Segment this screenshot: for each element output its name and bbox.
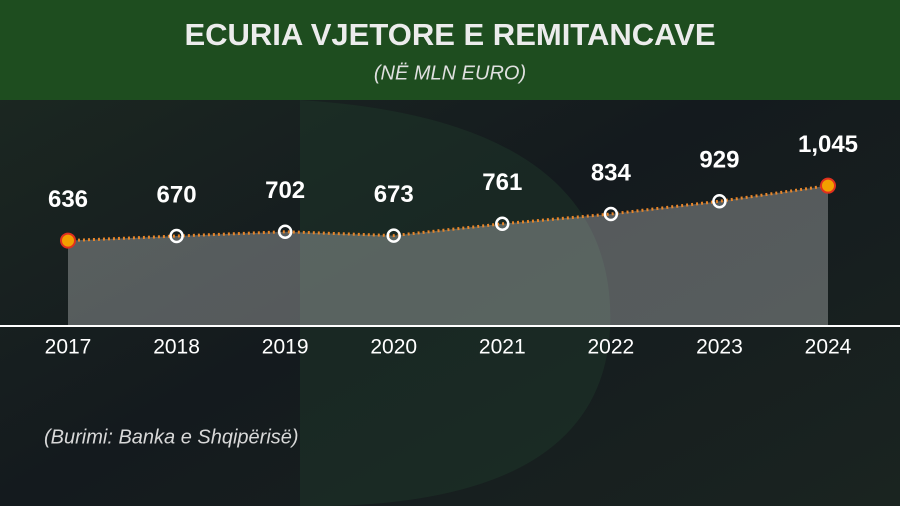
point [386, 228, 401, 243]
point [277, 224, 293, 239]
backdrop-shape [300, 100, 611, 506]
x-tick-label: 2023 [696, 336, 743, 359]
chart-title: ECURIA VJETORE E REMITANCAVE [184, 17, 715, 52]
value-label: 834 [591, 159, 632, 186]
value-label: 702 [265, 177, 305, 204]
x-tick-label: 2024 [805, 336, 852, 359]
point [495, 216, 510, 232]
x-tick-label: 2021 [479, 336, 526, 359]
title-band [0, 0, 900, 100]
point [603, 206, 619, 222]
chart-subtitle: (NË MLN EURO) [374, 62, 526, 84]
value-label: 636 [48, 186, 88, 213]
point [60, 232, 76, 249]
point [169, 228, 184, 244]
area [68, 185, 828, 326]
point [820, 177, 836, 194]
line [67, 184, 829, 243]
value-label: 673 [374, 181, 414, 208]
value-label: 761 [482, 169, 522, 196]
source-note: (Burimi: Banka e Shqipërisë) [44, 426, 299, 448]
x-tick-label: 2019 [262, 336, 309, 359]
x-tick-label: 2020 [370, 336, 417, 359]
x-tick-label: 2017 [45, 336, 92, 359]
value-label: 1,045 [798, 131, 858, 158]
value-label: 929 [699, 147, 739, 174]
x-tick-label: 2018 [153, 336, 200, 359]
point [712, 193, 727, 209]
value-label: 670 [157, 181, 197, 208]
x-tick-label: 2022 [587, 336, 634, 359]
